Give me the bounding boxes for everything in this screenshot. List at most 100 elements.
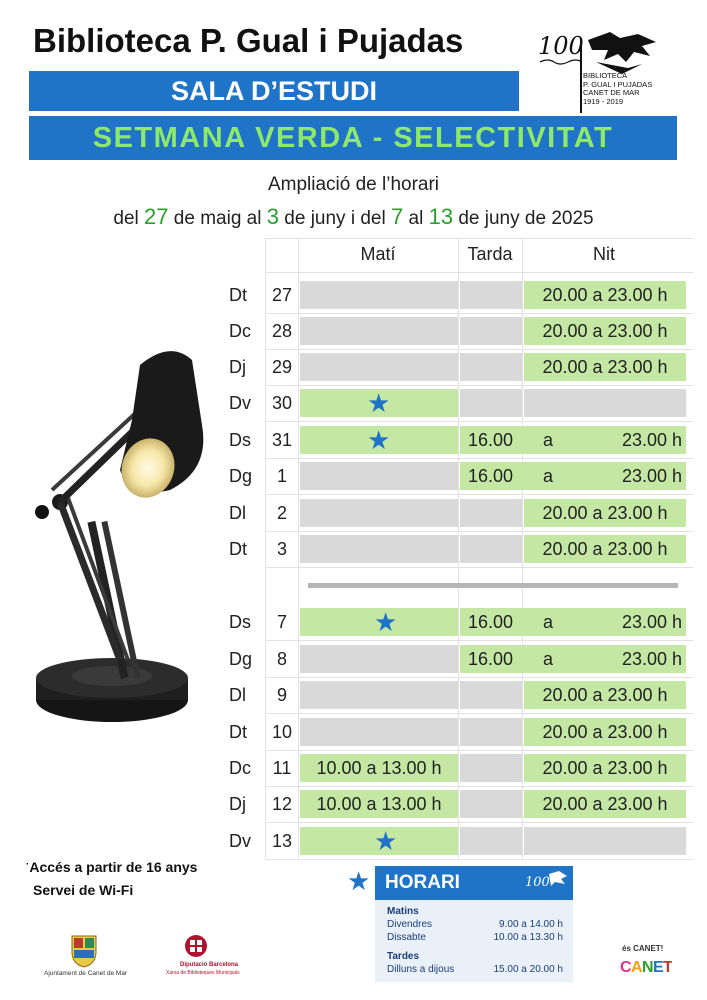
age-note: ·Accés a partir de 16 anys <box>26 859 198 875</box>
nit-cell: 20.00 a 23.00 h <box>524 499 686 527</box>
tarda-cell <box>460 353 522 381</box>
diputacio-label: Diputació Barcelona <box>180 962 239 968</box>
logo-line: 1919 - 2019 <box>583 96 624 106</box>
date-number: 27 <box>144 204 169 229</box>
grid-line <box>265 272 693 273</box>
day-label: Dc <box>229 321 251 341</box>
es-canet-wordmark-icon: C A N E T <box>620 959 673 976</box>
star-icon: ★ <box>374 607 398 637</box>
matins-label: Matins <box>387 906 419 917</box>
date-number: 3 <box>266 204 280 229</box>
tarda-time: 16.00 <box>468 649 514 669</box>
day-number: 27 <box>271 285 293 305</box>
tarda-time: 16.00 <box>468 612 514 632</box>
day-label: Dc <box>229 758 251 778</box>
grid-line <box>265 238 693 239</box>
day-number: 3 <box>276 539 287 559</box>
span-word: a <box>543 466 554 486</box>
mati-cell <box>300 608 458 636</box>
nit-cell: 20.00 a 23.00 h <box>524 754 686 782</box>
day-label: Dt <box>229 722 247 742</box>
tarda-cell <box>460 317 522 345</box>
ajuntament-label: Ajuntament de Canet de Mar <box>44 970 128 977</box>
svg-text:100: 100 <box>538 32 584 60</box>
grid-line <box>458 238 459 858</box>
grid-line <box>265 786 693 787</box>
day-label: Dj <box>229 357 246 377</box>
span-word: a <box>543 649 554 669</box>
mati-cell: 10.00 a 13.00 h <box>300 790 458 818</box>
tardes-label: Tardes <box>387 951 420 962</box>
grid-line <box>265 349 693 350</box>
grid-line <box>265 458 693 459</box>
sala-estudi-banner: SALA D’ESTUDI <box>29 71 519 111</box>
week-separator <box>308 583 678 588</box>
day-number: 8 <box>276 649 287 669</box>
grid-line <box>265 822 693 823</box>
column-header-nit: Nit <box>593 244 615 264</box>
grid-line <box>265 859 693 860</box>
horari-time: 9.00 a 14.00 h <box>499 919 563 930</box>
tarda-cell <box>460 535 522 563</box>
grid-line <box>265 713 693 714</box>
nit-time: 23.00 h <box>621 466 682 486</box>
mati-cell <box>300 499 458 527</box>
span-word: a <box>543 430 554 450</box>
day-label: Dt <box>229 285 247 305</box>
tarda-cell <box>460 681 522 709</box>
horari-row: Dilluns a dijous 15.00 a 20.00 h <box>387 964 563 975</box>
tarda-nit-cell <box>460 645 686 673</box>
nit-cell: 20.00 a 23.00 h <box>524 281 686 309</box>
span-word: a <box>543 612 554 632</box>
day-label: Dv <box>229 393 251 413</box>
tarda-nit-cell <box>460 426 686 454</box>
star-icon: ★ <box>367 425 391 455</box>
nit-cell: 20.00 a 23.00 h <box>524 681 686 709</box>
star-icon: ★ <box>367 388 391 418</box>
logo-line: BIBLIOTECA <box>583 71 628 80</box>
day-label: Dt <box>229 539 247 559</box>
day-number: 10 <box>271 722 293 742</box>
day-label: Ds <box>229 612 251 632</box>
day-label: Dv <box>229 831 251 851</box>
mati-cell <box>300 353 458 381</box>
nit-cell <box>524 389 686 417</box>
mati-cell <box>300 389 458 417</box>
horari-row: Dissabte 10.00 a 13.30 h <box>387 932 563 943</box>
date-number: 13 <box>428 204 454 229</box>
svg-text:C: C <box>620 959 632 976</box>
mati-cell <box>300 281 458 309</box>
diputacio-logo-icon <box>185 935 207 957</box>
horari-row: Divendres 9.00 a 14.00 h <box>387 919 563 930</box>
date-range: del 27 de maig al 3 de juny i del 7 al 1… <box>0 204 707 230</box>
horari-box: HORARI 100 Matins Divendres 9.00 a 14.00… <box>375 866 573 982</box>
nit-time: 23.00 h <box>621 649 682 669</box>
grid-line <box>265 531 693 532</box>
nit-time: 23.00 h <box>621 612 682 632</box>
nit-cell: 20.00 a 23.00 h <box>524 535 686 563</box>
svg-text:N: N <box>642 959 654 976</box>
day-label: Dl <box>229 685 246 705</box>
logo-line: CANET DE MAR <box>583 88 640 98</box>
wifi-note: Servei de Wi-Fi <box>33 882 134 898</box>
day-number: 12 <box>271 794 293 814</box>
date-text: de maig al <box>168 208 267 229</box>
schedule-subtitle: Ampliació de l’horari <box>267 174 440 195</box>
horari-day: Dilluns a dijous <box>387 964 455 975</box>
tarda-cell <box>460 718 522 746</box>
diputacio-sublabel: Xarxa de Biblioteques Municipals <box>166 970 240 976</box>
day-number: 28 <box>271 321 293 341</box>
date-text: de juny de 2025 <box>453 208 594 229</box>
logo-caption: BIBLIOTECA P. GUAL I PUJADAS CANET DE MA… <box>583 71 652 106</box>
grid-line <box>265 677 693 678</box>
date-text: al <box>403 208 429 229</box>
desk-lamp-icon <box>35 351 204 722</box>
mati-cell <box>300 827 458 855</box>
day-label: Dl <box>229 503 246 523</box>
mati-cell <box>300 426 458 454</box>
svg-text:A: A <box>631 959 643 976</box>
day-label: Ds <box>229 430 251 450</box>
tarda-cell <box>460 790 522 818</box>
day-number: 7 <box>276 612 287 632</box>
day-number: 9 <box>276 685 287 705</box>
